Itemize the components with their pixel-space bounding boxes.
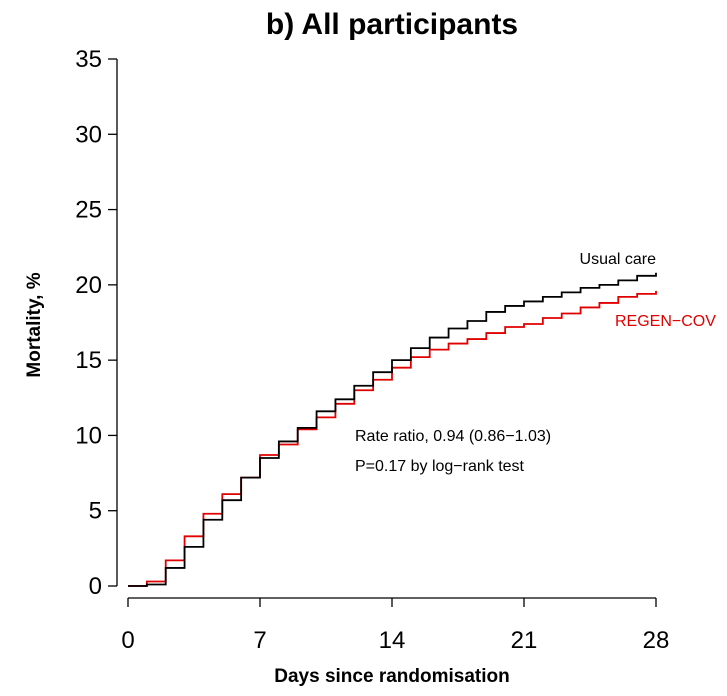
x-tick-label: 7: [253, 627, 266, 654]
usual-care-line: [128, 272, 657, 587]
y-tick-label: 10: [75, 422, 102, 449]
y-axis-title: Mortality, %: [24, 272, 45, 377]
y-tick-label: 15: [75, 347, 102, 374]
series-label-usual-care: Usual care: [580, 251, 657, 268]
x-tick-label: 28: [643, 627, 670, 654]
series-layer: [128, 272, 657, 587]
y-tick-label: 30: [75, 121, 102, 148]
pvalue-annotation: P=0.17 by log−rank test: [355, 458, 525, 475]
y-tick-label: 20: [75, 272, 102, 299]
x-tick-label: 0: [121, 627, 134, 654]
chart-title: b) All participants: [266, 8, 518, 41]
x-axis: 0 7 14 21 28: [121, 597, 670, 654]
y-tick-label: 25: [75, 197, 102, 224]
series-label-regen-cov: REGEN−COV: [615, 313, 716, 330]
x-tick-label: 14: [379, 627, 406, 654]
y-tick-label: 0: [89, 573, 102, 600]
y-tick-label: 35: [75, 46, 102, 73]
x-tick-label: 21: [511, 627, 538, 654]
x-axis-title: Days since randomisation: [274, 666, 509, 687]
rate-ratio-annotation: Rate ratio, 0.94 (0.86−1.03): [355, 428, 551, 445]
y-axis: 0 5 10 15 20 25 30 35: [75, 46, 118, 600]
y-tick-label: 5: [89, 498, 102, 525]
